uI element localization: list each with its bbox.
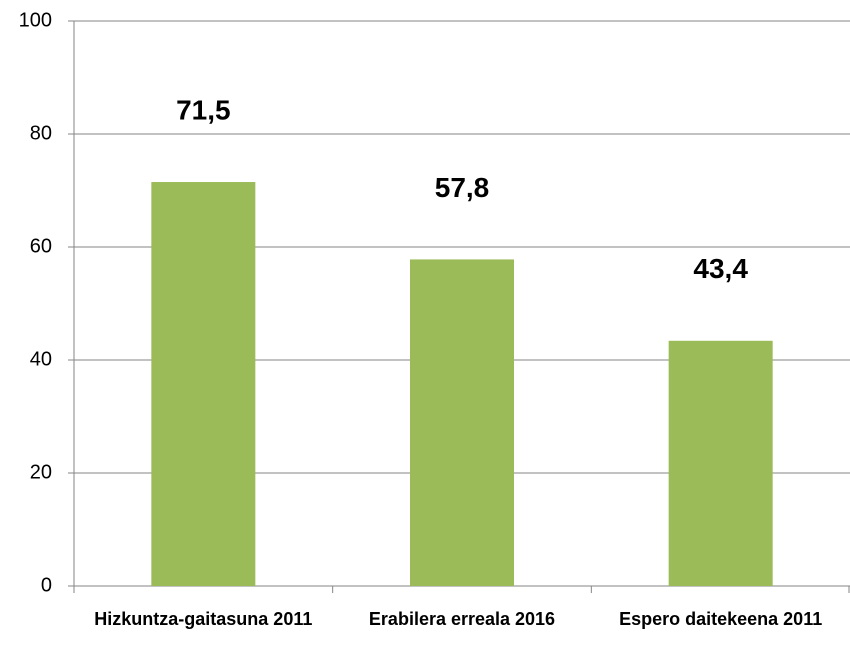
y-tick-label: 100 — [19, 9, 52, 31]
value-label: 57,8 — [435, 172, 490, 203]
x-tick-label: Espero daitekeena 2011 — [619, 609, 823, 629]
bar — [668, 340, 773, 586]
y-tick-label: 40 — [30, 348, 52, 370]
y-tick-label: 20 — [30, 461, 52, 483]
bar — [410, 259, 514, 586]
bar — [151, 182, 256, 586]
x-tick-label: Erabilera erreala 2016 — [368, 609, 556, 629]
y-tick-label: 80 — [30, 122, 52, 144]
value-label: 71,5 — [176, 94, 231, 125]
y-tick-label: 0 — [41, 574, 52, 596]
x-tick-label: Hizkuntza-gaitasuna 2011 — [94, 609, 313, 629]
y-tick-label: 60 — [30, 235, 52, 257]
value-label: 43,4 — [693, 253, 748, 284]
